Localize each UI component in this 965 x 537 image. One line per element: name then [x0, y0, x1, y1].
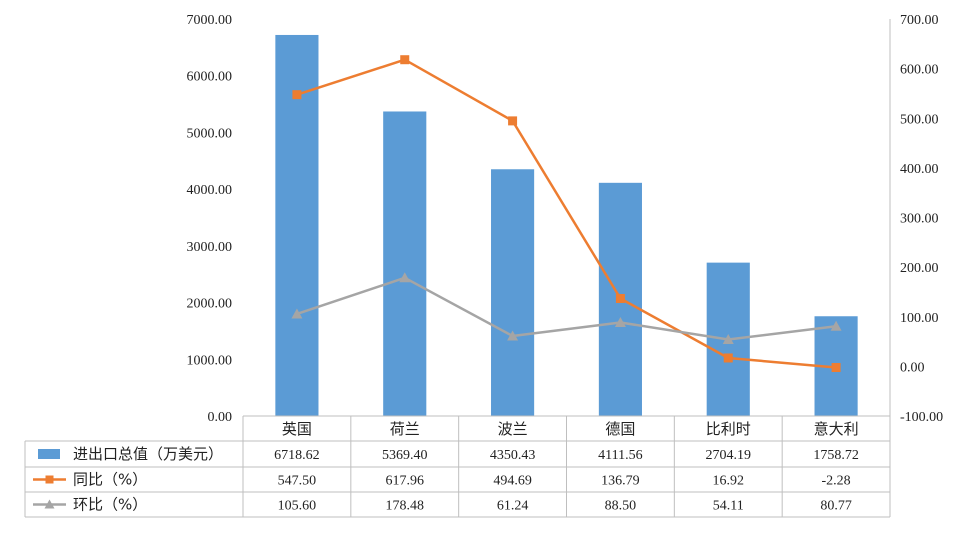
- table-cell-3-3: 61.24: [497, 499, 529, 514]
- table-cell-1-4: 4111.56: [598, 448, 642, 463]
- yoy-marker-6: [831, 363, 841, 373]
- right-axis-tick-label: 500.00: [900, 112, 939, 127]
- left-axis-tick-label: 0.00: [208, 410, 233, 425]
- category-label-5: 比利时: [706, 420, 751, 438]
- category-label-3: 波兰: [498, 420, 528, 438]
- right-axis-tick-label: -100.00: [900, 410, 943, 425]
- legend-key-bar: [38, 449, 60, 459]
- left-axis-tick-label: 1000.00: [187, 353, 233, 368]
- table-cell-2-2: 617.96: [386, 474, 425, 489]
- left-axis-tick-label: 7000.00: [187, 13, 233, 28]
- table-cell-1-5: 2704.19: [706, 448, 752, 463]
- mom-marker-2: [399, 272, 411, 283]
- right-axis-tick-label: 400.00: [900, 162, 939, 177]
- yoy-marker-1: [292, 90, 302, 100]
- mom-marker-1: [291, 308, 303, 319]
- right-axis-tick-label: 600.00: [900, 63, 939, 78]
- table-cell-2-5: 16.92: [713, 474, 745, 489]
- right-axis-tick-label: 200.00: [900, 261, 939, 276]
- table-cell-2-6: -2.28: [821, 474, 850, 489]
- legend-key-marker-mom: [44, 499, 55, 509]
- legend-label-3: 环比（%）: [73, 496, 147, 514]
- category-label-2: 荷兰: [390, 420, 420, 438]
- mom-marker-6: [830, 320, 842, 331]
- series-line-2: [296, 276, 837, 341]
- left-axis-tick-label: 2000.00: [187, 297, 233, 312]
- category-label-4: 德国: [605, 420, 635, 438]
- yoy-marker-3: [508, 116, 518, 126]
- table-cell-2-3: 494.69: [493, 474, 532, 489]
- mom-marker-3: [507, 330, 519, 341]
- table-cell-1-1: 6718.62: [274, 448, 320, 463]
- left-axis-tick-label: 3000.00: [187, 240, 233, 255]
- mom-marker-4: [614, 316, 626, 327]
- table-cell-3-6: 80.77: [820, 499, 852, 514]
- table-cell-2-1: 547.50: [278, 474, 317, 489]
- bar-2: [383, 111, 427, 416]
- table-cell-3-5: 54.11: [713, 499, 744, 514]
- legend-key-marker-yoy: [45, 475, 54, 484]
- right-axis-tick-label: 300.00: [900, 212, 939, 227]
- right-axis-tick-label: 0.00: [900, 360, 925, 375]
- category-label-6: 意大利: [814, 420, 859, 438]
- yoy-marker-2: [400, 55, 410, 65]
- table-cell-1-6: 1758.72: [813, 448, 859, 463]
- yoy-marker-4: [615, 293, 625, 303]
- right-axis-tick-label: 100.00: [900, 311, 939, 326]
- legend-label-1: 进出口总值（万美元）: [73, 445, 223, 463]
- left-axis-tick-label: 5000.00: [187, 126, 233, 141]
- series-line-1: [296, 58, 837, 369]
- left-axis-tick-label: 6000.00: [187, 70, 233, 85]
- table-cell-1-2: 5369.40: [382, 448, 428, 463]
- legend-label-2: 同比（%）: [73, 471, 147, 489]
- yoy-marker-5: [723, 353, 733, 363]
- table-cell-3-4: 88.50: [605, 499, 637, 514]
- category-label-1: 英国: [282, 420, 312, 438]
- left-axis-tick-label: 4000.00: [187, 183, 233, 198]
- table-cell-3-2: 178.48: [386, 499, 425, 514]
- mom-marker-5: [722, 334, 734, 345]
- table-cell-3-1: 105.60: [278, 499, 317, 514]
- right-axis-tick-label: 700.00: [900, 13, 939, 28]
- bar-3: [491, 169, 535, 416]
- table-cell-1-3: 4350.43: [490, 448, 536, 463]
- table-cell-2-4: 136.79: [601, 474, 640, 489]
